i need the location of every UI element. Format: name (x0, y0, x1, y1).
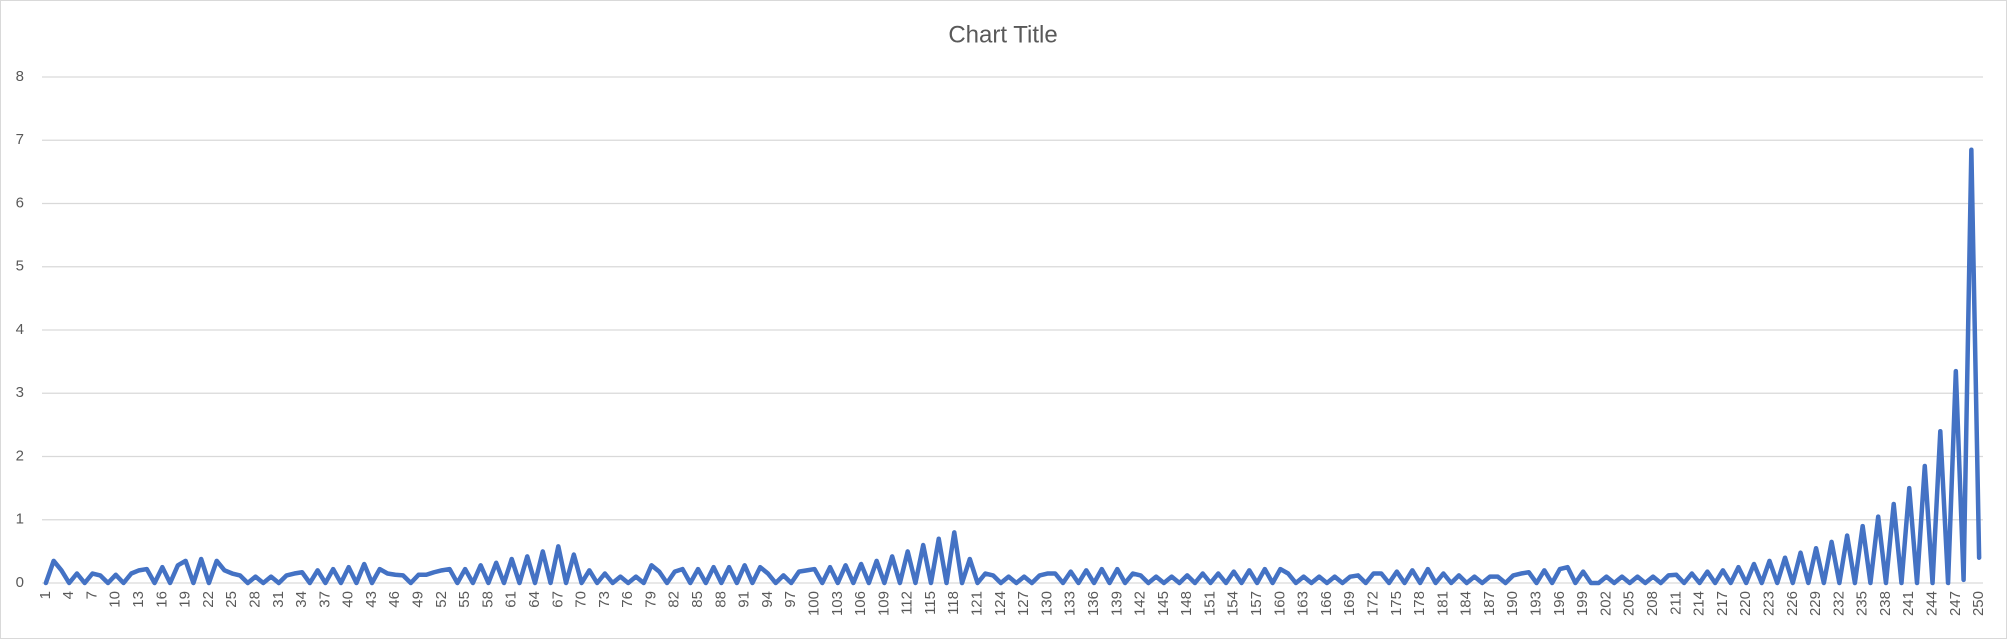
x-tick-label: 169 (1341, 591, 1358, 616)
x-tick-label: 127 (1015, 591, 1032, 616)
x-tick-label: 211 (1667, 591, 1684, 615)
x-tick-label: 22 (200, 591, 217, 608)
x-tick-label: 172 (1364, 591, 1381, 616)
x-tick-label: 31 (270, 591, 287, 608)
x-tick-label: 190 (1504, 591, 1521, 616)
y-tick-label: 0 (16, 574, 24, 591)
x-tick-label: 163 (1295, 591, 1312, 616)
y-tick-label: 4 (16, 321, 24, 338)
x-tick-label: 58 (479, 591, 496, 608)
x-tick-label: 217 (1714, 591, 1731, 616)
x-tick-label: 70 (573, 591, 590, 608)
x-tick-label: 145 (1155, 591, 1172, 616)
x-tick-label: 103 (829, 591, 846, 616)
x-tick-label: 139 (1108, 591, 1125, 616)
x-tick-label: 37 (316, 591, 333, 608)
x-tick-label: 247 (1947, 591, 1964, 616)
x-tick-label: 43 (363, 591, 380, 608)
x-tick-label: 91 (736, 591, 753, 608)
x-tick-label: 25 (223, 591, 240, 608)
y-tick-label: 8 (16, 68, 24, 85)
x-tick-label: 250 (1970, 591, 1987, 616)
x-tick-label: 106 (852, 591, 869, 616)
x-tick-label: 7 (83, 591, 100, 599)
x-tick-label: 61 (503, 591, 520, 608)
x-tick-label: 154 (1225, 591, 1242, 616)
x-tick-label: 109 (875, 591, 892, 616)
x-tick-label: 187 (1481, 591, 1498, 616)
x-tick-label: 148 (1178, 591, 1195, 616)
x-tick-label: 244 (1924, 591, 1941, 616)
x-tick-label: 115 (922, 591, 939, 615)
x-tick-label: 130 (1038, 591, 1055, 616)
x-tick-label: 64 (526, 591, 543, 608)
x-tick-label: 202 (1597, 591, 1614, 616)
x-tick-label: 235 (1854, 591, 1871, 616)
x-tick-label: 166 (1318, 591, 1335, 616)
x-tick-label: 16 (153, 591, 170, 608)
x-tick-label: 214 (1691, 591, 1708, 616)
x-tick-label: 181 (1434, 591, 1451, 616)
x-tick-label: 226 (1784, 591, 1801, 616)
x-tick-label: 28 (246, 591, 263, 608)
x-tick-label: 160 (1271, 591, 1288, 616)
x-tick-label: 136 (1085, 591, 1102, 616)
x-tick-label: 208 (1644, 591, 1661, 616)
x-tick-label: 73 (596, 591, 613, 608)
x-tick-label: 34 (293, 591, 310, 608)
x-tick-label: 199 (1574, 591, 1591, 616)
y-tick-label: 3 (16, 384, 24, 401)
x-tick-label: 205 (1621, 591, 1638, 616)
x-tick-label: 223 (1760, 591, 1777, 616)
x-tick-label: 220 (1737, 591, 1754, 616)
x-tick-label: 121 (969, 591, 986, 616)
x-tick-label: 52 (433, 591, 450, 608)
x-tick-label: 67 (549, 591, 566, 608)
x-tick-label: 112 (899, 591, 916, 615)
x-tick-label: 94 (759, 591, 776, 608)
x-tick-label: 142 (1132, 591, 1149, 616)
x-tick-label: 133 (1062, 591, 1079, 616)
x-tick-label: 55 (456, 591, 473, 608)
x-tick-label: 151 (1201, 591, 1218, 616)
x-tick-label: 4 (60, 591, 77, 599)
x-tick-label: 46 (386, 591, 403, 608)
x-tick-label: 13 (130, 591, 147, 608)
y-tick-label: 1 (16, 511, 24, 528)
x-tick-label: 193 (1528, 591, 1545, 616)
x-tick-label: 184 (1458, 591, 1475, 616)
x-tick-label: 76 (619, 591, 636, 608)
x-tick-label: 100 (805, 591, 822, 616)
x-tick-label: 79 (642, 591, 659, 608)
x-tick-label: 241 (1900, 591, 1917, 616)
x-tick-label: 85 (689, 591, 706, 608)
x-tick-label: 196 (1551, 591, 1568, 616)
y-tick-label: 6 (16, 194, 24, 211)
x-tick-label: 10 (107, 591, 124, 608)
x-tick-label: 175 (1388, 591, 1405, 616)
x-tick-label: 157 (1248, 591, 1265, 616)
x-tick-label: 232 (1830, 591, 1847, 616)
y-tick-label: 7 (16, 131, 24, 148)
x-tick-label: 97 (782, 591, 799, 608)
x-tick-label: 40 (340, 591, 357, 608)
y-tick-label: 5 (16, 258, 24, 275)
chart-title: Chart Title (948, 21, 1057, 48)
x-tick-label: 1 (37, 591, 54, 599)
x-tick-label: 124 (992, 591, 1009, 616)
x-tick-label: 118 (945, 591, 962, 615)
data-line (43, 147, 1982, 586)
x-tick-label: 49 (410, 591, 427, 608)
x-tick-label: 19 (177, 591, 194, 608)
y-tick-label: 2 (16, 447, 24, 464)
x-tick-label: 178 (1411, 591, 1428, 616)
x-tick-label: 238 (1877, 591, 1894, 616)
x-tick-label: 82 (666, 591, 683, 608)
x-tick-label: 88 (712, 591, 729, 608)
x-tick-label: 229 (1807, 591, 1824, 616)
